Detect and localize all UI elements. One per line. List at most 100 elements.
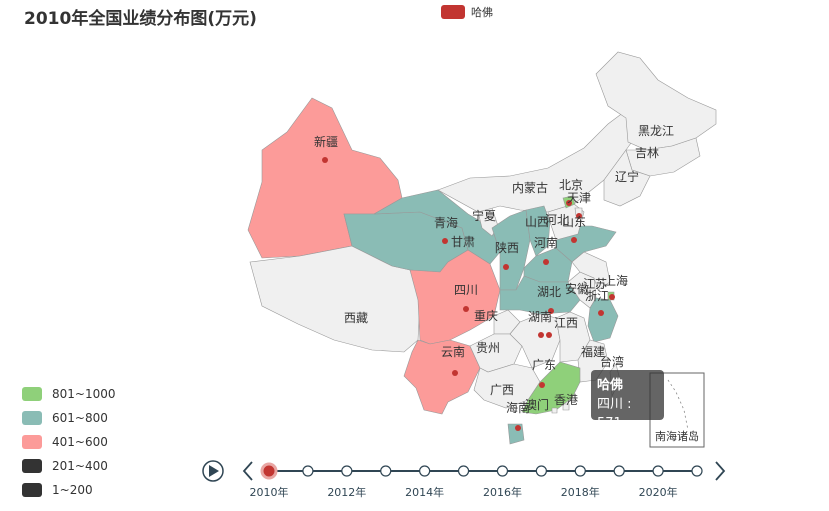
timeline-label: 2020年	[639, 485, 678, 499]
region-江苏[interactable]	[571, 251, 611, 291]
region-label: 北京	[559, 178, 583, 192]
region-label: 广东	[532, 358, 556, 372]
visual-map-swatch	[22, 459, 42, 473]
point-浙江[interactable]	[598, 310, 604, 316]
point-北京[interactable]	[566, 200, 572, 206]
visual-map-label: 601~800	[52, 411, 108, 425]
region-label: 浙江	[585, 289, 609, 303]
visual-map-label: 1~200	[52, 483, 93, 497]
timeline-node[interactable]	[652, 465, 664, 477]
region-label: 山东	[562, 215, 586, 229]
region-label: 甘肃	[451, 235, 475, 249]
timeline-node[interactable]	[613, 465, 625, 477]
timeline-node[interactable]	[260, 462, 278, 480]
visual-map-swatch	[22, 483, 42, 497]
map-points	[322, 157, 615, 431]
series-legend-swatch	[441, 5, 465, 19]
tooltip: 哈佛 四川 : 571	[591, 370, 664, 431]
map-regions	[247, 51, 717, 445]
next-button[interactable]	[715, 461, 726, 481]
region-label: 江西	[554, 316, 578, 330]
timeline-node[interactable]	[419, 465, 431, 477]
region-label: 四川	[454, 283, 478, 297]
timeline-node[interactable]	[496, 465, 509, 477]
region-label: 贵州	[476, 341, 500, 355]
timeline-label: 2014年	[405, 485, 444, 499]
tooltip-value: 四川 : 571	[597, 397, 632, 431]
point-云南[interactable]	[452, 370, 458, 376]
region-label: 山西	[525, 215, 549, 229]
region-云南[interactable]	[403, 339, 481, 415]
timeline-node[interactable]	[457, 465, 470, 477]
region-香港[interactable]	[562, 403, 570, 411]
point-新疆[interactable]	[322, 157, 328, 163]
chart-title: 2010年全国业绩分布图(万元)	[24, 9, 257, 29]
point-湖南[interactable]	[538, 332, 544, 338]
region-label: 海南	[506, 400, 530, 415]
visual-map-swatch	[22, 411, 42, 425]
timeline-node[interactable]	[691, 465, 703, 477]
timeline-node[interactable]	[341, 465, 353, 477]
visual-map-item[interactable]: 401~600	[22, 430, 116, 454]
point-湖北[interactable]	[548, 308, 554, 314]
region-label: 天津	[567, 191, 591, 205]
region-label: 黑龙江	[638, 124, 674, 138]
region-辽宁[interactable]	[603, 149, 651, 207]
tooltip-series: 哈佛	[597, 378, 624, 393]
visual-map-item[interactable]: 1~200	[22, 478, 116, 502]
region-label: 河北	[545, 213, 569, 227]
region-label: 河南	[534, 235, 558, 250]
region-澳门[interactable]	[551, 407, 558, 414]
region-label: 新疆	[314, 134, 338, 149]
region-label: 重庆	[474, 309, 498, 323]
point-山东[interactable]	[571, 237, 577, 243]
point-江西[interactable]	[546, 332, 552, 338]
visual-map-item[interactable]: 801~1000	[22, 382, 116, 406]
region-label: 内蒙古	[512, 180, 548, 195]
series-legend-label: 哈佛	[471, 6, 493, 19]
timeline-node[interactable]	[302, 465, 314, 477]
timeline-label: 2010年	[250, 485, 289, 499]
timeline-label: 2018年	[561, 485, 600, 499]
region-label: 福建	[581, 344, 605, 359]
point-陕西[interactable]	[503, 264, 509, 270]
region-山西[interactable]	[525, 205, 551, 257]
region-浙江[interactable]	[587, 297, 619, 343]
timeline-node[interactable]	[535, 465, 547, 477]
region-label: 江苏	[583, 277, 607, 291]
point-广东[interactable]	[539, 382, 545, 388]
region-广东[interactable]	[521, 361, 581, 415]
point-四川[interactable]	[463, 306, 469, 312]
timeline-label: 2012年	[327, 485, 366, 499]
point-青海[interactable]	[442, 238, 448, 244]
point-天津[interactable]	[576, 213, 582, 219]
region-label: 青海	[434, 215, 458, 230]
region-label: 吉林	[635, 146, 659, 160]
timeline-node[interactable]	[574, 465, 586, 477]
visual-map-item[interactable]: 201~400	[22, 454, 116, 478]
timeline-node[interactable]	[380, 465, 392, 477]
region-label: 湖南	[528, 309, 552, 324]
visual-map-label: 201~400	[52, 459, 108, 473]
series-legend[interactable]: 哈佛	[441, 4, 493, 20]
play-button[interactable]	[202, 460, 224, 482]
region-黑龙江[interactable]	[595, 51, 717, 151]
region-label: 广西	[490, 383, 514, 397]
point-河南[interactable]	[543, 259, 549, 265]
region-label: 安徽	[565, 281, 589, 296]
region-label: 西藏	[344, 311, 368, 325]
region-label: 陕西	[495, 240, 519, 255]
prev-button[interactable]	[242, 461, 253, 481]
visual-map-swatch	[22, 435, 42, 449]
timeline: 2010年 2012年 2014年 2016年 2018年 2020年	[202, 460, 726, 499]
visual-map-swatch	[22, 387, 42, 401]
region-label: 辽宁	[615, 169, 639, 184]
point-海南[interactable]	[515, 425, 521, 431]
region-label: 香港	[554, 393, 578, 407]
region-label: 湖北	[537, 284, 561, 299]
point-上海[interactable]	[609, 294, 615, 300]
region-label: 宁夏	[472, 208, 496, 223]
visual-map-item[interactable]: 601~800	[22, 406, 116, 430]
